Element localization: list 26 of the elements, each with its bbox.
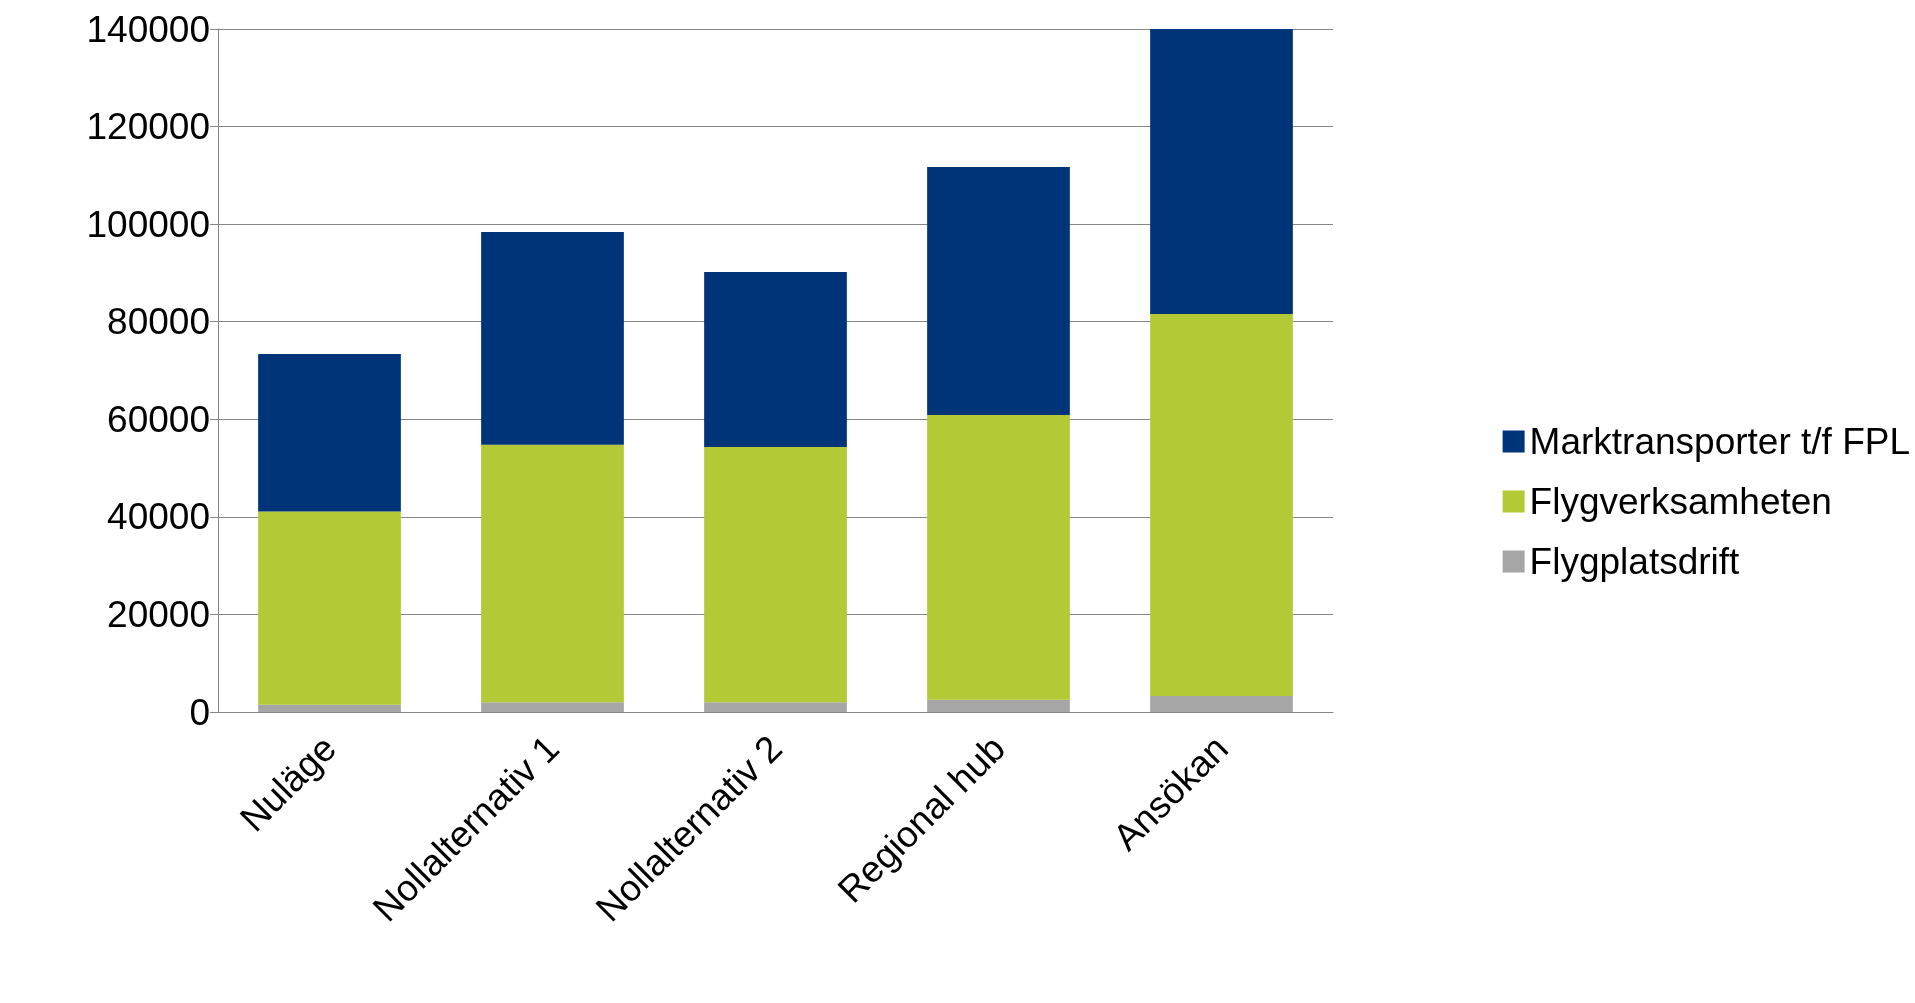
bar bbox=[1150, 313, 1293, 696]
bar bbox=[927, 699, 1070, 712]
bar bbox=[258, 353, 401, 512]
bar bbox=[481, 702, 624, 712]
y-tick-label: 100000 bbox=[86, 203, 210, 245]
y-tick-label: 0 bbox=[189, 691, 210, 733]
bar bbox=[704, 702, 847, 712]
bar bbox=[481, 444, 624, 703]
bar bbox=[1150, 29, 1293, 314]
bar bbox=[258, 704, 401, 712]
bar bbox=[927, 414, 1070, 700]
bar bbox=[258, 511, 401, 705]
y-tick-label: 40000 bbox=[107, 496, 210, 538]
y-tick-label: 80000 bbox=[107, 301, 210, 343]
bar bbox=[927, 167, 1070, 415]
bar bbox=[704, 447, 847, 703]
y-tick-label: 20000 bbox=[107, 593, 210, 635]
legend-label: Flygplatsdrift bbox=[1529, 541, 1741, 582]
y-tick-label: 120000 bbox=[86, 106, 210, 148]
bar bbox=[481, 231, 624, 445]
y-tick-label: 60000 bbox=[107, 398, 210, 440]
legend-label: Flygverksamheten bbox=[1529, 481, 1832, 522]
bar bbox=[1150, 695, 1293, 712]
y-tick-label: 140000 bbox=[86, 8, 210, 50]
legend-label: Marktransporter t/f FPL bbox=[1529, 421, 1910, 462]
bar bbox=[704, 271, 847, 448]
